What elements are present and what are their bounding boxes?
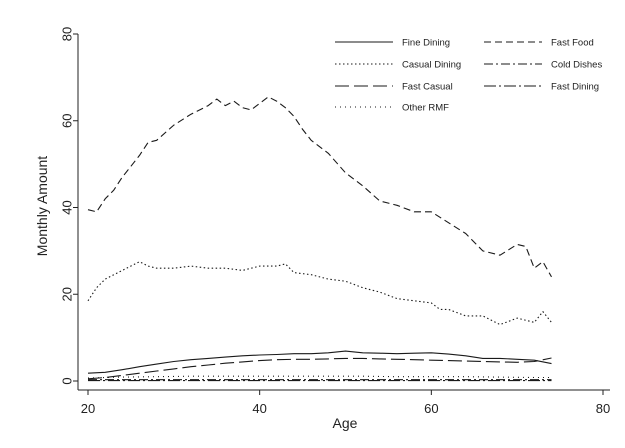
series-line-fine-dining [87, 350, 552, 374]
y-tick-label: 60 [59, 114, 74, 128]
y-axis-label: Monthly Amount [34, 156, 50, 256]
x-axis-label: Age [333, 415, 358, 431]
legend-label-other-rmf: Other RMF [402, 103, 449, 114]
y-tick-label: 0 [59, 377, 74, 384]
y-tick-label: 40 [59, 200, 74, 214]
y-tick-label: 20 [59, 287, 74, 301]
series-line-casual-dining [87, 261, 552, 326]
x-tick-label: 20 [81, 401, 95, 416]
y-tick-label: 80 [59, 27, 74, 41]
legend-label-fast-dining: Fast Dining [551, 82, 599, 93]
legend-label-fast-food: Fast Food [551, 38, 594, 49]
legend: Fine Dining Fast Food Casual Dining Cold Di… [335, 38, 602, 114]
series-line-fast-food [87, 96, 552, 278]
legend-label-cold-dishes: Cold Dishes [551, 60, 602, 71]
x-tick-label: 60 [424, 401, 438, 416]
legend-label-fine-dining: Fine Dining [402, 38, 450, 49]
legend-label-casual-dining: Casual Dining [402, 60, 461, 71]
x-tick-label: 80 [596, 401, 610, 416]
legend-label-fast-casual: Fast Casual [402, 82, 453, 93]
x-tick-label: 40 [252, 401, 266, 416]
series-line-other-rmf [87, 375, 552, 379]
series-line-fast-casual [87, 357, 552, 380]
